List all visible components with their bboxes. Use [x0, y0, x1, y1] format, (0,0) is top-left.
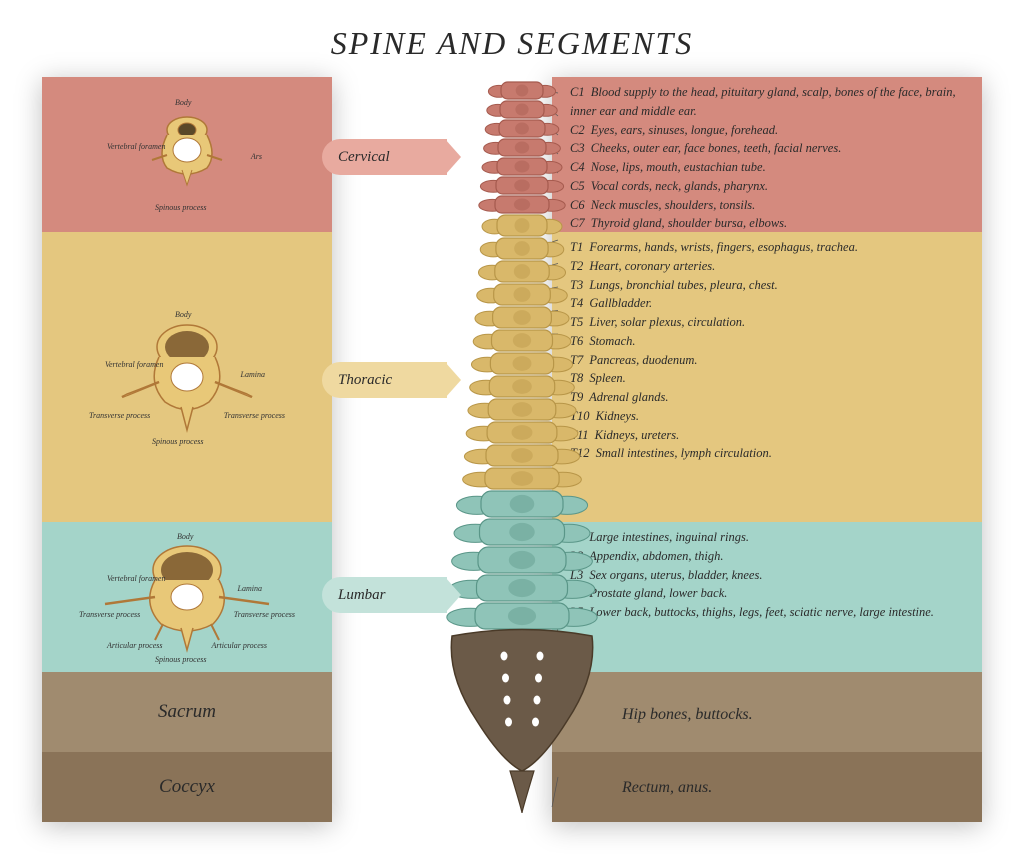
band-lumbar-right: L1 Large intestines, inguinal rings.L2 A… — [552, 522, 982, 672]
cervical-arrow: Cervical — [322, 139, 447, 175]
band-sacrum-left: Sacrum — [42, 672, 332, 752]
label-ap-l: Articular process — [107, 641, 162, 650]
cervical-arrow-label: Cervical — [338, 149, 390, 166]
segment-line: C3 Cheeks, outer ear, face bones, teeth,… — [562, 139, 972, 158]
label-sp: Spinous process — [152, 437, 203, 446]
diagram-content: Body Vertebral foramen Ars Spinous proce… — [32, 77, 992, 827]
segment-line: T3 Lungs, bronchial tubes, pleura, chest… — [562, 276, 972, 295]
label-lamina: Lamina — [238, 584, 262, 593]
label-tp-r: Transverse process — [224, 411, 285, 420]
band-thoracic-right: T1 Forearms, hands, wrists, fingers, eso… — [552, 232, 982, 522]
band-coccyx-left: Coccyx — [42, 752, 332, 822]
label-lamina: Lamina — [241, 370, 265, 379]
segment-line: C1 Blood supply to the head, pituitary g… — [562, 83, 972, 121]
segment-line: T7 Pancreas, duodenum. — [562, 351, 972, 370]
band-sacrum-right: Hip bones, buttocks. — [552, 672, 982, 752]
band-lumbar-left: Body Vertebral foramen Lamina Transverse… — [42, 522, 332, 672]
segment-line: L2 Appendix, abdomen, thigh. — [562, 547, 972, 566]
thoracic-arrow: Thoracic — [322, 362, 447, 398]
segment-line: Hip bones, buttocks. — [562, 678, 972, 727]
page-title: SPINE AND SEGMENTS — [0, 0, 1024, 77]
label-vf: Vertebral foramen — [105, 360, 163, 369]
segment-line: T10 Kidneys. — [562, 407, 972, 426]
segment-line: C6 Neck muscles, shoulders, tonsils. — [562, 196, 972, 215]
label-ars: Ars — [251, 152, 262, 161]
lumbar-arrow: Lumbar — [322, 577, 447, 613]
label-body: Body — [177, 532, 193, 541]
label-ap-r: Articular process — [212, 641, 267, 650]
segment-line: T6 Stomach. — [562, 332, 972, 351]
label-tp-l: Transverse process — [89, 411, 150, 420]
band-cervical-right: C1 Blood supply to the head, pituitary g… — [552, 77, 982, 232]
coccyx-label: Coccyx — [159, 776, 215, 798]
segment-line: T2 Heart, coronary arteries. — [562, 257, 972, 276]
label-tp-r: Transverse process — [234, 610, 295, 619]
segment-line: L5 Lower back, buttocks, thighs, legs, f… — [562, 603, 972, 622]
label-tp-l: Transverse process — [79, 610, 140, 619]
segment-line: T11 Kidneys, ureters. — [562, 426, 972, 445]
thoracic-vertebra-cross: Body Vertebral foramen Lamina Transverse… — [97, 302, 277, 452]
segment-line: C7 Thyroid gland, shoulder bursa, elbows… — [562, 214, 972, 233]
segment-line: T12 Small intestines, lymph circulation. — [562, 444, 972, 463]
label-sp: Spinous process — [155, 655, 206, 664]
band-thoracic-left: Body Vertebral foramen Lamina Transverse… — [42, 232, 332, 522]
band-cervical-left: Body Vertebral foramen Ars Spinous proce… — [42, 77, 332, 232]
label-vertebral-foramen: Vertebral foramen — [107, 142, 165, 151]
segment-line: L1 Large intestines, inguinal rings. — [562, 528, 972, 547]
segment-line: C4 Nose, lips, mouth, eustachian tube. — [562, 158, 972, 177]
label-vf: Vertebral foramen — [107, 574, 165, 583]
segment-line: C2 Eyes, ears, sinuses, longue, forehead… — [562, 121, 972, 140]
segment-line: C5 Vocal cords, neck, glands, pharynx. — [562, 177, 972, 196]
band-coccyx-right: Rectum, anus. — [552, 752, 982, 822]
spine-column — [437, 72, 607, 832]
segment-line: L4 Prostate gland, lower back. — [562, 584, 972, 603]
right-panel: C1 Blood supply to the head, pituitary g… — [552, 77, 982, 822]
thoracic-arrow-label: Thoracic — [338, 372, 392, 389]
lumbar-arrow-label: Lumbar — [338, 587, 386, 604]
label-body: Body — [175, 98, 191, 107]
segment-line: T8 Spleen. — [562, 369, 972, 388]
sacrum-label: Sacrum — [158, 701, 216, 723]
segment-line: T5 Liver, solar plexus, circulation. — [562, 313, 972, 332]
segment-line: T9 Adrenal glands. — [562, 388, 972, 407]
left-panel: Body Vertebral foramen Ars Spinous proce… — [42, 77, 332, 822]
segment-line: Rectum, anus. — [562, 758, 972, 800]
label-body: Body — [175, 310, 191, 319]
segment-line: L3 Sex organs, uterus, bladder, knees. — [562, 566, 972, 585]
cervical-vertebra-cross: Body Vertebral foramen Ars Spinous proce… — [117, 100, 257, 210]
segment-line: T4 Gallbladder. — [562, 294, 972, 313]
lumbar-vertebra-cross: Body Vertebral foramen Lamina Transverse… — [87, 532, 287, 662]
label-spinous: Spinous process — [155, 203, 206, 212]
segment-line: T1 Forearms, hands, wrists, fingers, eso… — [562, 238, 972, 257]
